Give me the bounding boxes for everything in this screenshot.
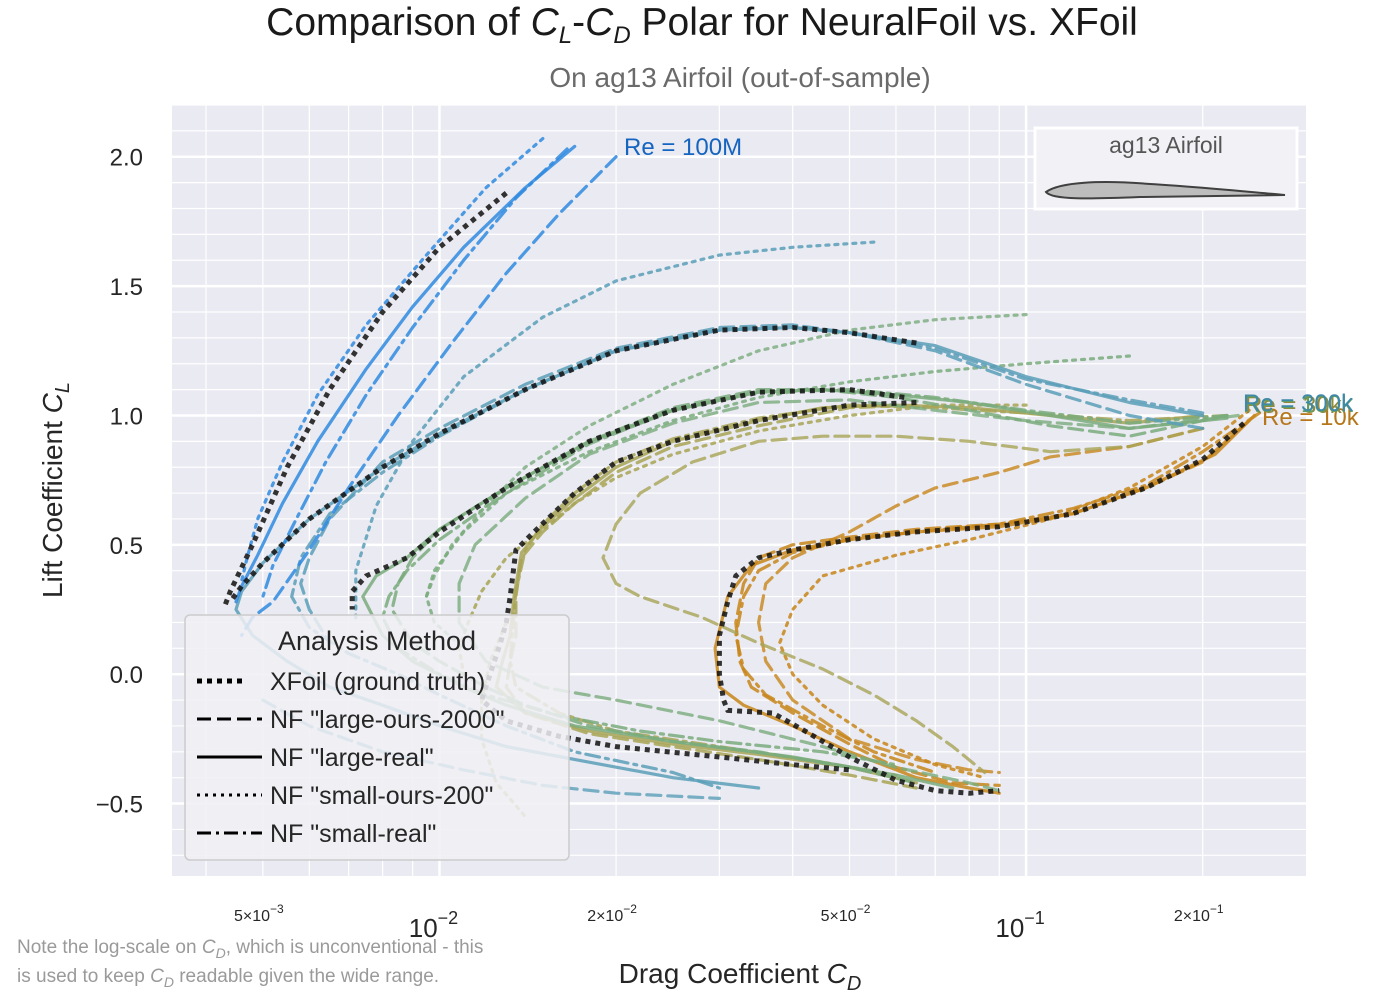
reynolds-label: Re = 100k	[1243, 391, 1354, 418]
legend: Analysis Method XFoil (ground truth) NF …	[184, 614, 570, 861]
x-ticks: 10−2 10−1 5×10−3 2×10−2 5×10−2 2×10−1	[234, 902, 1224, 943]
polar-curve-nf-extra	[457, 398, 1240, 793]
legend-label-xfoil: XFoil (ground truth)	[270, 668, 485, 696]
x-tick-label-major: 10−1	[995, 908, 1044, 943]
x-tick-label-minor: 2×10−2	[587, 902, 637, 925]
reynolds-label: Re = 10k	[1262, 404, 1360, 431]
y-tick-label: 1.0	[110, 403, 143, 430]
legend-label-small-real: NF "small-real"	[270, 820, 436, 848]
polar-curve-xfoil	[349, 387, 905, 610]
polar-curve-nf-large-real	[361, 388, 1229, 790]
x-tick-label-major: 10−2	[409, 908, 458, 943]
x-tick-label-minor: 2×10−1	[1174, 902, 1224, 925]
airfoil-shape	[1044, 181, 1286, 200]
y-axis-label: Lift Coefficient CL	[37, 382, 74, 598]
curves	[222, 137, 1262, 819]
x-axis-label: Drag Coefficient CD	[619, 958, 862, 995]
legend-label-small-ours: NF "small-ours-200"	[270, 782, 493, 810]
polar-curve-nf-small-ours-200	[424, 354, 1131, 650]
y-tick-label: 0.0	[110, 662, 143, 689]
y-tick-label: −0.5	[96, 792, 143, 819]
y-tick-label: 1.5	[110, 274, 143, 301]
polar-curve-nf-extra	[601, 426, 1205, 775]
chart-subtitle: On ag13 Airfoil (out-of-sample)	[549, 62, 930, 93]
reynolds-label: Re = 300k	[1243, 390, 1354, 417]
polar-curve-nf-extra	[757, 426, 1205, 775]
polar-curve-xfoil	[228, 325, 917, 604]
y-tick-label: 0.5	[110, 533, 143, 560]
log-scale-note-line-1: Note the log-scale on CD, which is uncon…	[17, 937, 483, 961]
y-tick-label: 2.0	[110, 145, 143, 172]
legend-title: Analysis Method	[278, 626, 476, 656]
polar-curve-xfoil	[716, 421, 1246, 796]
inset-title: ag13 Airfoil	[1109, 132, 1223, 158]
x-tick-label-minor: 5×10−2	[821, 902, 871, 925]
reynolds-label: Re = 100M	[624, 134, 742, 161]
polar-curve-nf-small-real	[261, 147, 569, 599]
legend-label-large-real: NF "large-real"	[270, 744, 434, 772]
chart-title: Comparison of CL-CD Polar for NeuralFoil…	[266, 1, 1138, 49]
polar-curve-nf-large-ours-2000	[299, 323, 1205, 645]
legend-label-large-ours: NF "large-ours-2000"	[270, 706, 505, 734]
log-scale-note-line-2: is used to keep CD readable given the wi…	[17, 966, 439, 990]
polar-curve-nf-large-ours-2000	[240, 155, 618, 637]
y-ticks: 2.0 1.5 1.0 0.5 0.0 −0.5	[96, 145, 143, 819]
airfoil-inset: ag13 Airfoil	[1033, 126, 1299, 211]
legend-box	[184, 614, 570, 861]
polar-curve-nf-small-real	[381, 388, 1229, 767]
polar-curve-nf-small-real	[734, 411, 1262, 775]
polar-curve-nf-large-real	[234, 144, 577, 604]
polar-curve-nf-small-real	[508, 403, 1229, 777]
polar-curve-nf-small-ours-200	[354, 240, 876, 624]
polar-curve-xfoil	[222, 191, 508, 608]
reynolds-label: Re = 30k	[1245, 392, 1343, 419]
x-tick-label-minor: 5×10−3	[234, 902, 284, 925]
